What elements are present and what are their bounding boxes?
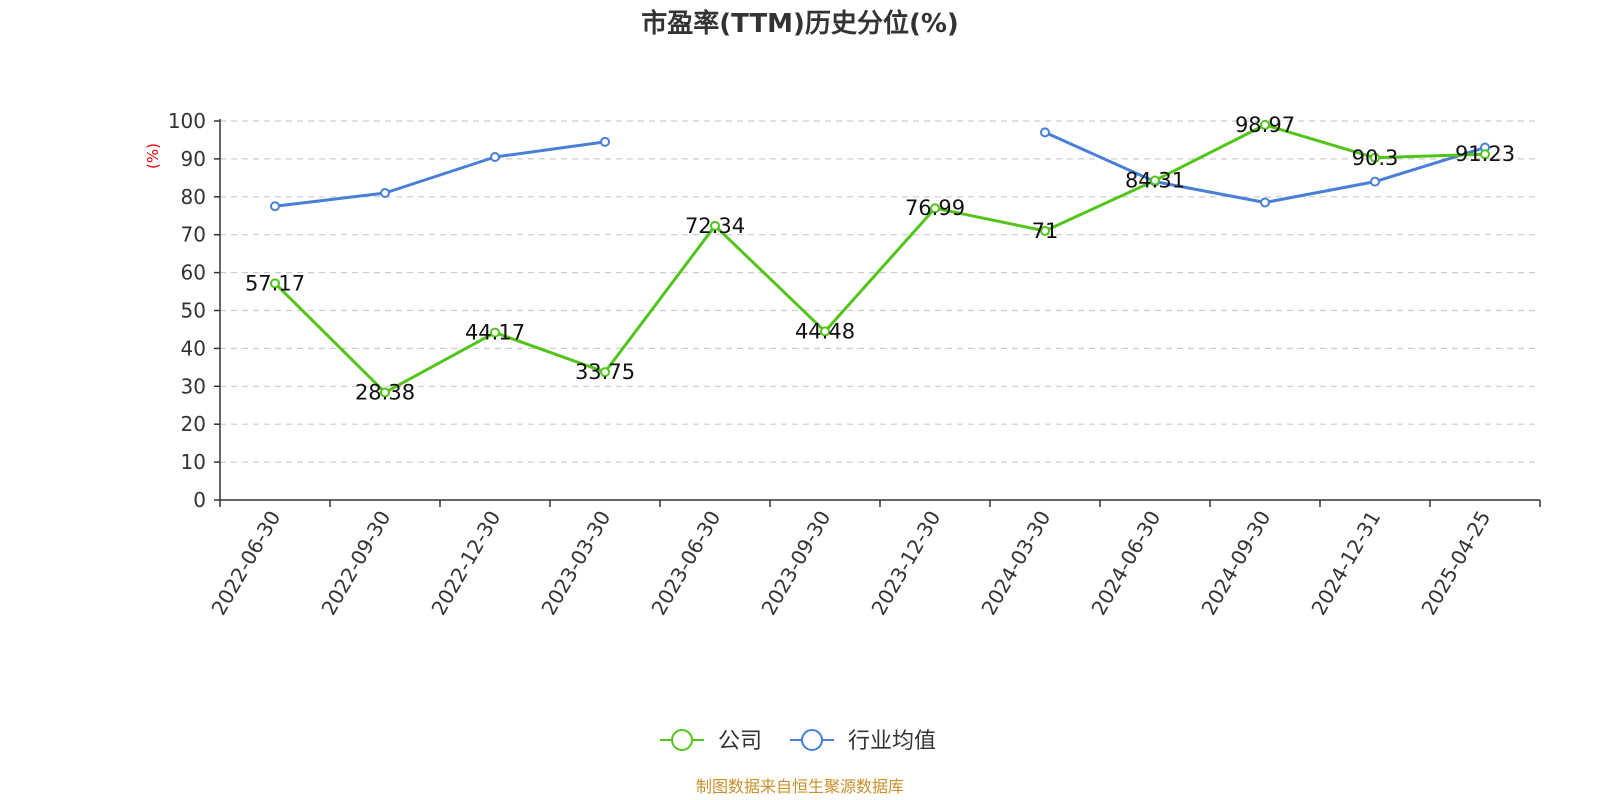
y-tick-label: 30 bbox=[181, 374, 206, 398]
series-line-1 bbox=[1044, 131, 1486, 204]
data-point-1 bbox=[380, 188, 390, 199]
data-point-0 bbox=[600, 367, 610, 378]
data-point-1 bbox=[490, 152, 500, 163]
x-tick-label: 2023-12-30 bbox=[866, 507, 945, 620]
x-tick-label: 2023-06-30 bbox=[646, 507, 725, 620]
data-point-0 bbox=[1370, 152, 1380, 163]
y-tick-label: 10 bbox=[181, 450, 206, 474]
series-lines bbox=[270, 119, 1490, 398]
y-tick-label: 20 bbox=[181, 412, 206, 436]
chart-title: 市盈率(TTM)历史分位(%) bbox=[641, 8, 959, 39]
x-tick-label: 2024-12-31 bbox=[1306, 507, 1385, 620]
data-point-1 bbox=[1370, 176, 1380, 187]
data-point-0 bbox=[490, 327, 500, 338]
x-tick-label: 2023-03-30 bbox=[536, 507, 615, 620]
data-point-1 bbox=[1260, 197, 1270, 208]
legend-item-company[interactable]: 公司 bbox=[660, 729, 762, 754]
data-label: 90.3 bbox=[1352, 146, 1399, 170]
y-tick-label: 100 bbox=[168, 109, 206, 133]
data-label: 84.31 bbox=[1125, 168, 1185, 192]
data-label: 76.99 bbox=[905, 196, 965, 220]
legend-label-industry: 行业均值 bbox=[848, 729, 936, 754]
series-line-0 bbox=[273, 123, 1486, 394]
data-label: 57.17 bbox=[245, 271, 305, 295]
legend-marker-company bbox=[671, 729, 693, 751]
y-tick-label: 60 bbox=[181, 261, 206, 285]
data-point-1 bbox=[1040, 127, 1050, 138]
y-axis-label: (%) bbox=[144, 143, 162, 169]
data-label: 28.38 bbox=[355, 380, 415, 404]
data-point-1 bbox=[600, 136, 610, 147]
grid-lines bbox=[220, 120, 1540, 463]
data-label: 33.75 bbox=[575, 360, 635, 384]
y-tick-label: 0 bbox=[193, 488, 206, 512]
data-point-0 bbox=[710, 220, 720, 231]
data-label: 98.97 bbox=[1235, 113, 1295, 137]
data-label: 72.34 bbox=[685, 214, 745, 238]
x-tick-label: 2022-06-30 bbox=[206, 507, 285, 620]
y-tick-label: 50 bbox=[181, 299, 206, 323]
data-point-0 bbox=[1040, 225, 1050, 236]
data-point-0 bbox=[1480, 149, 1490, 160]
y-tick-label: 80 bbox=[181, 185, 206, 209]
legend-label-company: 公司 bbox=[718, 729, 762, 754]
legend-marker-industry bbox=[801, 729, 823, 751]
axes: 0 10 20 30 40 50 60 70 80 90 100 2022-06-30 2022-09-… bbox=[168, 109, 1541, 620]
y-tick-label: 70 bbox=[181, 223, 206, 247]
data-point-0 bbox=[930, 203, 940, 214]
data-label: 44.48 bbox=[795, 319, 855, 343]
data-point-0 bbox=[1260, 119, 1270, 130]
x-tick-label: 2022-09-30 bbox=[316, 507, 395, 620]
y-tick-label: 40 bbox=[181, 336, 206, 360]
x-tick-label: 2024-06-30 bbox=[1086, 507, 1165, 620]
data-label: 44.17 bbox=[465, 321, 525, 345]
series-line-1 bbox=[274, 140, 606, 208]
x-tick-label: 2023-09-30 bbox=[756, 507, 835, 620]
x-tick-label: 2025-04-25 bbox=[1416, 507, 1495, 620]
data-point-0 bbox=[820, 326, 830, 337]
legend-item-industry[interactable]: 行业均值 bbox=[790, 729, 936, 754]
data-source-note: 制图数据来自恒生聚源数据库 bbox=[696, 777, 904, 796]
data-point-1 bbox=[270, 201, 280, 212]
legend: 公司 行业均值 bbox=[660, 729, 936, 754]
x-tick-label: 2022-12-30 bbox=[426, 507, 505, 620]
data-point-0 bbox=[1150, 175, 1160, 186]
data-label: 71 bbox=[1032, 219, 1059, 243]
x-tick-label: 2024-03-30 bbox=[976, 507, 1055, 620]
data-labels: 57.17 28.38 44.17 33.75 72.34 44.48 76.99 71 84.… bbox=[245, 113, 1515, 405]
data-label: 91.23 bbox=[1455, 142, 1515, 166]
x-tick-label: 2024-09-30 bbox=[1196, 507, 1275, 620]
data-point-0 bbox=[380, 387, 390, 398]
y-tick-label: 90 bbox=[181, 147, 206, 171]
data-point-0 bbox=[270, 278, 280, 289]
